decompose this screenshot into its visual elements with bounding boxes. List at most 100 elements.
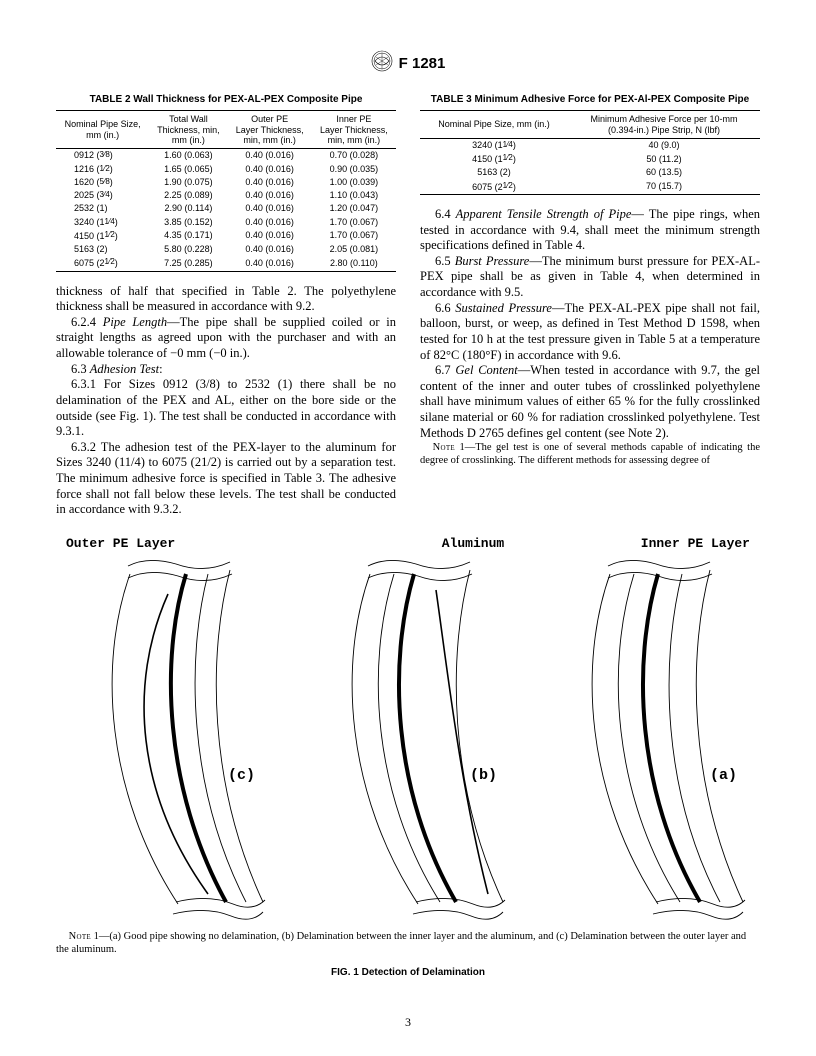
body-paragraph: 6.3 Adhesion Test: (56, 362, 396, 378)
table-cell: 3240 (11⁄4) (420, 138, 568, 152)
table3-title: TABLE 3 Minimum Adhesive Force for PEX-A… (420, 94, 760, 107)
table-row: 2025 (3⁄4)2.25 (0.089)0.40 (0.016)1.10 (… (56, 189, 396, 202)
table-cell: 50 (11.2) (568, 152, 760, 166)
table2-title: TABLE 2 Wall Thickness for PEX-AL-PEX Co… (56, 94, 396, 107)
figure-note-text: 1—(a) Good pipe showing no delamination,… (56, 931, 746, 955)
table-cell: 2025 (3⁄4) (56, 189, 149, 202)
table-cell: 1.90 (0.075) (149, 176, 227, 189)
left-body-text: thickness of half that specified in Tabl… (56, 284, 396, 518)
right-column: TABLE 3 Minimum Adhesive Force for PEX-A… (420, 92, 760, 518)
table-cell: 0.40 (0.016) (228, 216, 312, 229)
table-cell: 2.80 (0.110) (312, 256, 396, 271)
pipe-c: (c) (112, 561, 265, 920)
table-cell: 3240 (11⁄4) (56, 216, 149, 229)
table-cell: 40 (9.0) (568, 138, 760, 152)
table-cell: 0.40 (0.016) (228, 202, 312, 215)
table2-header-row: Nominal Pipe Size,mm (in.)Total WallThic… (56, 111, 396, 149)
table-cell: 0.40 (0.016) (228, 189, 312, 202)
table-cell: 1.20 (0.047) (312, 202, 396, 215)
right-body-text: 6.4 Apparent Tensile Strength of Pipe— T… (420, 207, 760, 468)
label-outer-pe: Outer PE Layer (66, 536, 175, 552)
table-cell: 5163 (2) (420, 166, 568, 179)
table-cell: 4150 (11⁄2) (420, 152, 568, 166)
column-header: Minimum Adhesive Force per 10-mm(0.394-i… (568, 111, 760, 139)
pipe-a: (a) (592, 561, 745, 920)
two-column-region: TABLE 2 Wall Thickness for PEX-AL-PEX Co… (56, 92, 760, 518)
table-cell: 4.35 (0.171) (149, 229, 227, 243)
table-cell: 0.40 (0.016) (228, 256, 312, 271)
table-row: 0912 (3⁄8)1.60 (0.063)0.40 (0.016)0.70 (… (56, 149, 396, 163)
table-cell: 0.40 (0.016) (228, 229, 312, 243)
column-header: Outer PELayer Thickness,min, mm (in.) (228, 111, 312, 149)
table-cell: 5.80 (0.228) (149, 243, 227, 256)
table-row: 5163 (2)5.80 (0.228)0.40 (0.016)2.05 (0.… (56, 243, 396, 256)
column-header: Nominal Pipe Size, mm (in.) (420, 111, 568, 139)
table-row: 3240 (11⁄4)3.85 (0.152)0.40 (0.016)1.70 … (56, 216, 396, 229)
table-cell: 0.90 (0.035) (312, 163, 396, 176)
table-cell: 2.25 (0.089) (149, 189, 227, 202)
body-paragraph: 6.6 Sustained Pressure—The PEX-AL-PEX pi… (420, 301, 760, 364)
table-cell: 3.85 (0.152) (149, 216, 227, 229)
table-cell: 70 (15.7) (568, 180, 760, 195)
table-cell: 60 (13.5) (568, 166, 760, 179)
page-number: 3 (0, 1015, 816, 1030)
table3: Nominal Pipe Size, mm (in.)Minimum Adhes… (420, 110, 760, 195)
body-paragraph: 6.4 Apparent Tensile Strength of Pipe— T… (420, 207, 760, 254)
table-cell: 6075 (21⁄2) (56, 256, 149, 271)
body-paragraph: 6.3.1 For Sizes 0912 (3/8) to 2532 (1) t… (56, 377, 396, 440)
page: F 1281 TABLE 2 Wall Thickness for PEX-AL… (0, 0, 816, 1056)
table2: Nominal Pipe Size,mm (in.)Total WallThic… (56, 110, 396, 271)
table-cell: 0912 (3⁄8) (56, 149, 149, 163)
figure-caption: FIG. 1 Detection of Delamination (56, 967, 760, 980)
table-cell: 5163 (2) (56, 243, 149, 256)
marker-a: (a) (710, 767, 737, 784)
table-cell: 2.90 (0.114) (149, 202, 227, 215)
table-row: 6075 (21⁄2)70 (15.7) (420, 180, 760, 195)
astm-logo-icon (371, 50, 393, 78)
column-header: Inner PELayer Thickness,min, mm (in.) (312, 111, 396, 149)
table2-body: 0912 (3⁄8)1.60 (0.063)0.40 (0.016)0.70 (… (56, 149, 396, 271)
body-paragraph: 6.5 Burst Pressure—The minimum burst pre… (420, 254, 760, 301)
marker-b: (b) (470, 767, 497, 784)
table-cell: 0.70 (0.028) (312, 149, 396, 163)
table-row: 2532 (1)2.90 (0.114)0.40 (0.016)1.20 (0.… (56, 202, 396, 215)
table-cell: 1.00 (0.039) (312, 176, 396, 189)
table-cell: 1216 (1⁄2) (56, 163, 149, 176)
figure-note: Note 1—(a) Good pipe showing no delamina… (56, 930, 760, 956)
label-inner-pe: Inner PE Layer (641, 536, 750, 552)
pipe-b: (b) (352, 561, 505, 920)
table-cell: 4150 (11⁄2) (56, 229, 149, 243)
designation: F 1281 (399, 55, 446, 72)
table-cell: 1.60 (0.063) (149, 149, 227, 163)
label-aluminum: Aluminum (442, 536, 504, 552)
column-header: Nominal Pipe Size,mm (in.) (56, 111, 149, 149)
table3-body: 3240 (11⁄4)40 (9.0)4150 (11⁄2)50 (11.2)5… (420, 138, 760, 194)
table-cell: 0.40 (0.016) (228, 149, 312, 163)
note-paragraph: Note 1—The gel test is one of several me… (420, 441, 760, 467)
figure-svg: .thin{fill:none;stroke:#000;stroke-width… (58, 544, 758, 924)
table-cell: 1.65 (0.065) (149, 163, 227, 176)
marker-c: (c) (228, 767, 255, 784)
table-row: 1216 (1⁄2)1.65 (0.065)0.40 (0.016)0.90 (… (56, 163, 396, 176)
body-paragraph: thickness of half that specified in Tabl… (56, 284, 396, 315)
table-cell: 0.40 (0.016) (228, 163, 312, 176)
table3-header-row: Nominal Pipe Size, mm (in.)Minimum Adhes… (420, 111, 760, 139)
figure-1: Outer PE Layer Aluminum Inner PE Layer .… (56, 536, 760, 980)
table-row: 1620 (5⁄8)1.90 (0.075)0.40 (0.016)1.00 (… (56, 176, 396, 189)
table-cell: 1620 (5⁄8) (56, 176, 149, 189)
header: F 1281 (56, 50, 760, 78)
table-cell: 6075 (21⁄2) (420, 180, 568, 195)
left-column: TABLE 2 Wall Thickness for PEX-AL-PEX Co… (56, 92, 396, 518)
table-cell: 0.40 (0.016) (228, 176, 312, 189)
column-header: Total WallThickness, min,mm (in.) (149, 111, 227, 149)
body-paragraph: 6.3.2 The adhesion test of the PEX-layer… (56, 440, 396, 518)
table-cell: 1.10 (0.043) (312, 189, 396, 202)
table-cell: 2532 (1) (56, 202, 149, 215)
table-cell: 1.70 (0.067) (312, 216, 396, 229)
table-row: 4150 (11⁄2)4.35 (0.171)0.40 (0.016)1.70 … (56, 229, 396, 243)
body-paragraph: 6.7 Gel Content—When tested in accordanc… (420, 363, 760, 441)
table-cell: 1.70 (0.067) (312, 229, 396, 243)
table-cell: 7.25 (0.285) (149, 256, 227, 271)
table-cell: 0.40 (0.016) (228, 243, 312, 256)
table-row: 6075 (21⁄2)7.25 (0.285)0.40 (0.016)2.80 … (56, 256, 396, 271)
